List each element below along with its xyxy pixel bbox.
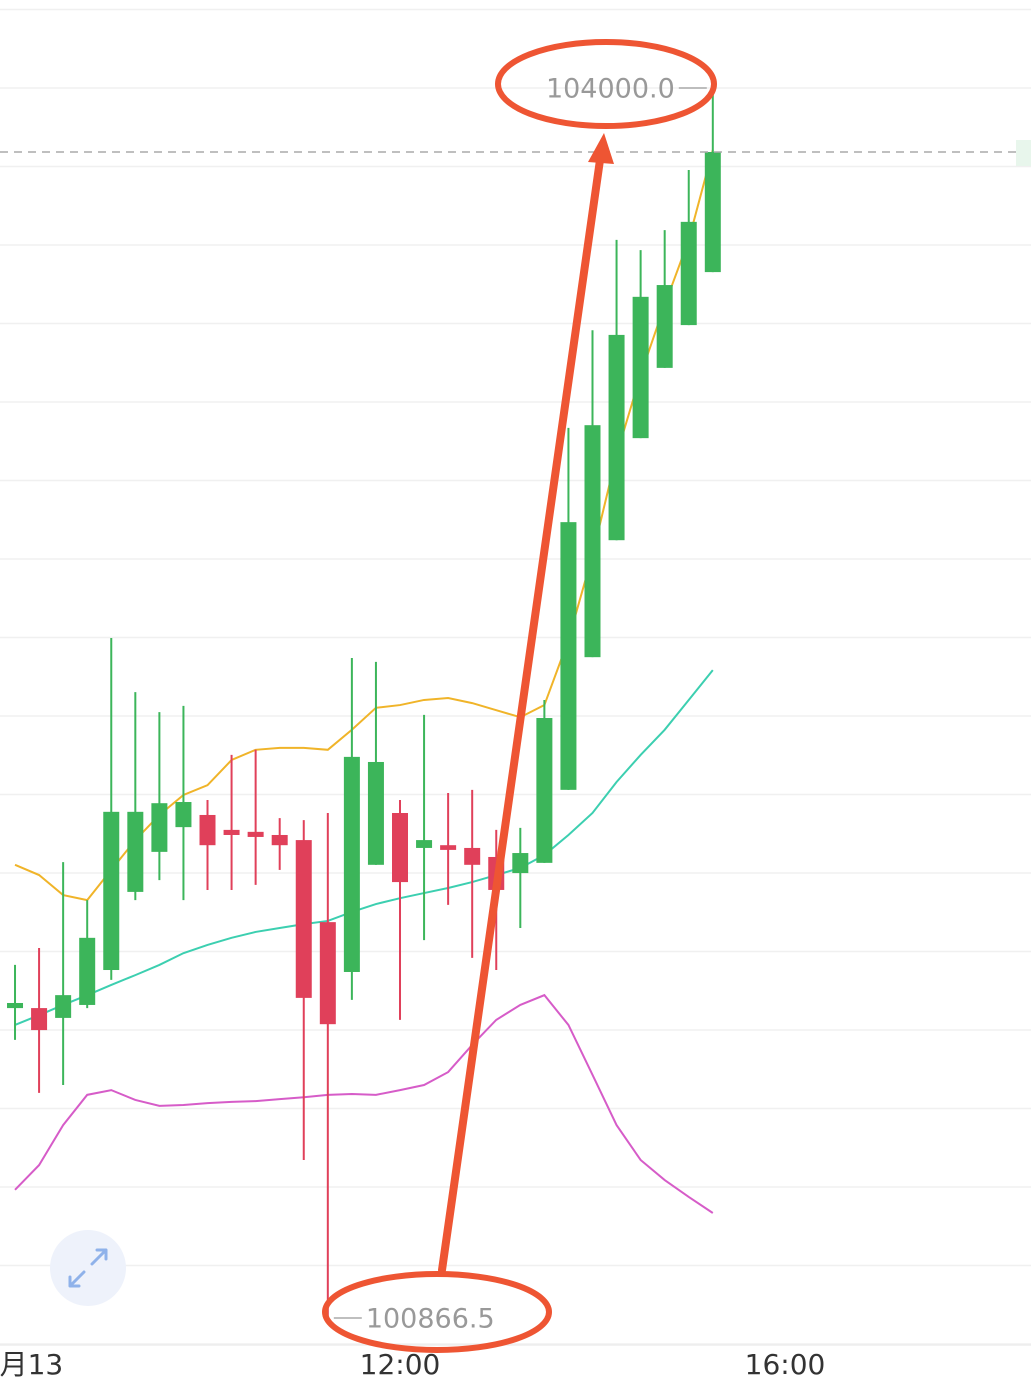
candle-body bbox=[656, 285, 673, 368]
indicator-line bbox=[14, 669, 714, 1026]
candle-body bbox=[31, 1008, 48, 1031]
candle-body bbox=[464, 847, 481, 865]
candle-body bbox=[536, 718, 553, 863]
candle-body bbox=[271, 834, 288, 846]
highlight-ellipse bbox=[495, 39, 717, 129]
indicator-line bbox=[14, 149, 714, 902]
x-tick-label: 12:00 bbox=[360, 1348, 441, 1381]
candle-body bbox=[560, 522, 577, 790]
expand-button[interactable] bbox=[50, 1230, 126, 1306]
candle-body bbox=[199, 814, 216, 846]
candle-body bbox=[343, 756, 360, 972]
arrow-shaft bbox=[438, 156, 604, 1274]
candle-body bbox=[440, 845, 457, 850]
candle-body bbox=[247, 831, 264, 837]
highlight-ellipse bbox=[322, 1271, 552, 1353]
candle-body bbox=[392, 813, 409, 883]
candle-body bbox=[512, 853, 529, 874]
candle-body bbox=[632, 296, 649, 439]
x-tick-label: 月13 bbox=[0, 1348, 63, 1381]
price-tag bbox=[1016, 140, 1031, 166]
annotation-label: 100866.5 bbox=[366, 1303, 495, 1334]
candle-body bbox=[704, 151, 721, 273]
candle-body bbox=[79, 937, 96, 1005]
annotation-label: 104000.0 bbox=[546, 74, 675, 105]
candle-body bbox=[608, 334, 625, 541]
expand-icon bbox=[68, 1248, 108, 1288]
indicator-line bbox=[14, 993, 714, 1214]
candle-body bbox=[680, 221, 697, 326]
candle-body bbox=[55, 995, 72, 1018]
plot-area: 月13 12:00 16:00 104000.0 100866.5 bbox=[0, 74, 1031, 1381]
candle-body bbox=[367, 761, 384, 865]
candle-body bbox=[7, 1002, 24, 1009]
candle-body bbox=[175, 802, 192, 828]
arrow-head bbox=[588, 133, 614, 164]
grid bbox=[0, 8, 1031, 1346]
candle-body bbox=[223, 829, 240, 835]
candle-body bbox=[584, 425, 601, 658]
candle-body bbox=[295, 840, 312, 998]
candle-body bbox=[416, 840, 433, 848]
candle-body bbox=[319, 922, 336, 1025]
candle-body bbox=[151, 803, 168, 852]
candle-body bbox=[127, 811, 144, 892]
x-tick-label: 16:00 bbox=[745, 1348, 826, 1381]
candle-body bbox=[103, 811, 120, 971]
overlay bbox=[50, 39, 1031, 1353]
